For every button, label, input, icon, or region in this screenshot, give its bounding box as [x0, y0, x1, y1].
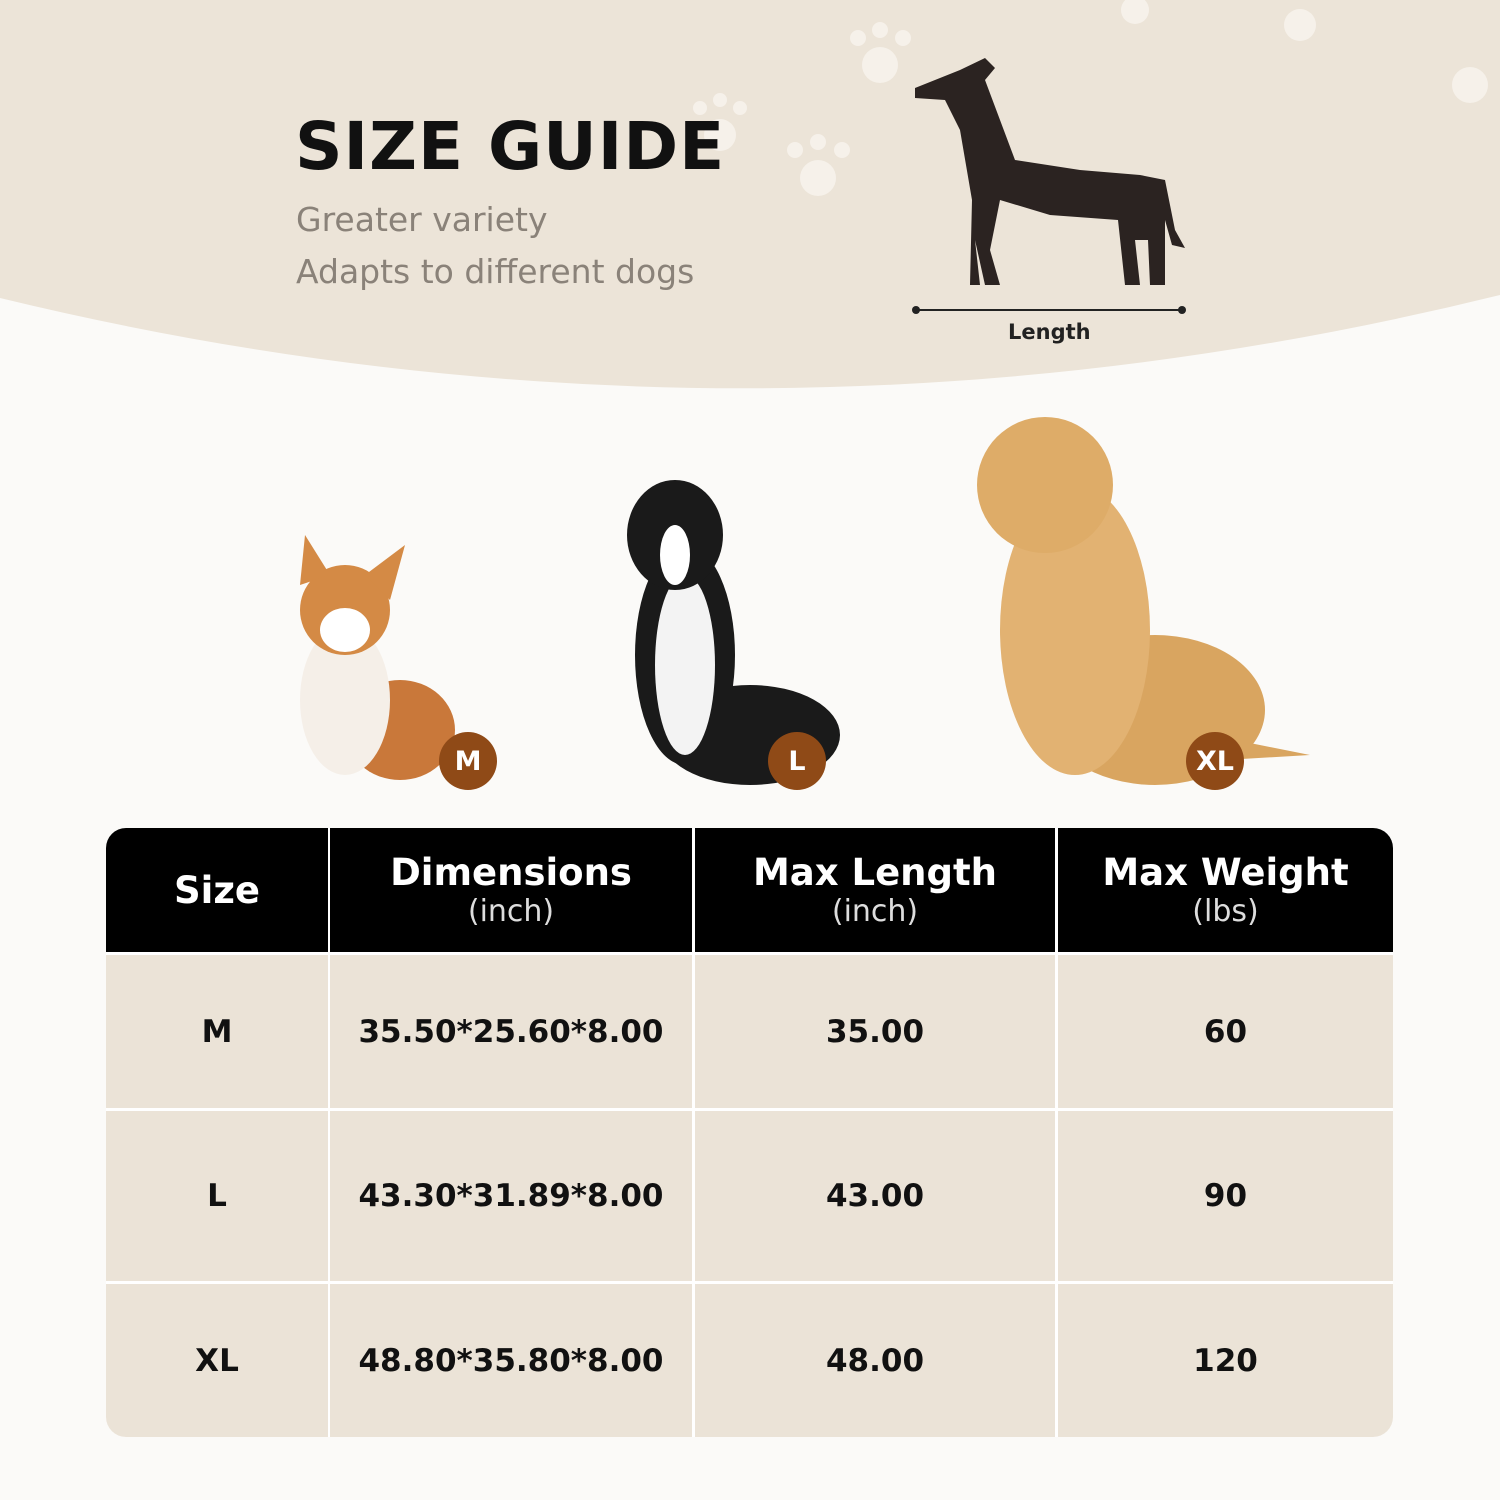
subtitle-line-2: Adapts to different dogs — [296, 252, 695, 291]
size-badge-xl: XL — [1186, 732, 1244, 790]
cell-size: XL — [106, 1284, 328, 1437]
cell-dimensions: 48.80*35.80*8.00 — [330, 1284, 692, 1437]
header-label: Size — [174, 868, 260, 912]
header-label: Dimensions — [390, 851, 632, 894]
header-max-length: Max Length (inch) — [695, 828, 1055, 952]
size-table: Size Dimensions (inch) Max Length (inch)… — [106, 828, 1393, 1437]
page-title: SIZE GUIDE — [295, 108, 726, 185]
header-label: Max Length — [752, 851, 998, 894]
size-badge-l: L — [768, 732, 826, 790]
corgi-image — [300, 535, 455, 780]
cell-max-length: 48.00 — [695, 1284, 1055, 1437]
cell-dimensions: 35.50*25.60*8.00 — [330, 955, 692, 1108]
dog-silhouette-icon — [915, 58, 1185, 285]
header-unit: (inch) — [831, 894, 919, 929]
header-unit: (lbs) — [1192, 894, 1259, 929]
header-banner — [0, 0, 1500, 389]
header-label: Max Weight — [1102, 851, 1349, 894]
header-dimensions: Dimensions (inch) — [330, 828, 692, 952]
cell-size: L — [106, 1111, 328, 1281]
cell-size: M — [106, 955, 328, 1108]
subtitle-line-1: Greater variety — [296, 200, 548, 239]
header-max-weight: Max Weight (lbs) — [1058, 828, 1393, 952]
cell-max-weight: 90 — [1058, 1111, 1393, 1281]
cell-max-weight: 120 — [1058, 1284, 1393, 1437]
golden-retriever-image — [977, 417, 1310, 785]
cell-max-length: 43.00 — [695, 1111, 1055, 1281]
header-size: Size — [106, 828, 328, 952]
length-label: Length — [1008, 320, 1091, 344]
header-unit: (inch) — [467, 894, 555, 929]
cell-max-weight: 60 — [1058, 955, 1393, 1108]
cell-dimensions: 43.30*31.89*8.00 — [330, 1111, 692, 1281]
paw-prints-decoration — [693, 0, 1488, 196]
cell-max-length: 35.00 — [695, 955, 1055, 1108]
size-badge-m: M — [439, 732, 497, 790]
